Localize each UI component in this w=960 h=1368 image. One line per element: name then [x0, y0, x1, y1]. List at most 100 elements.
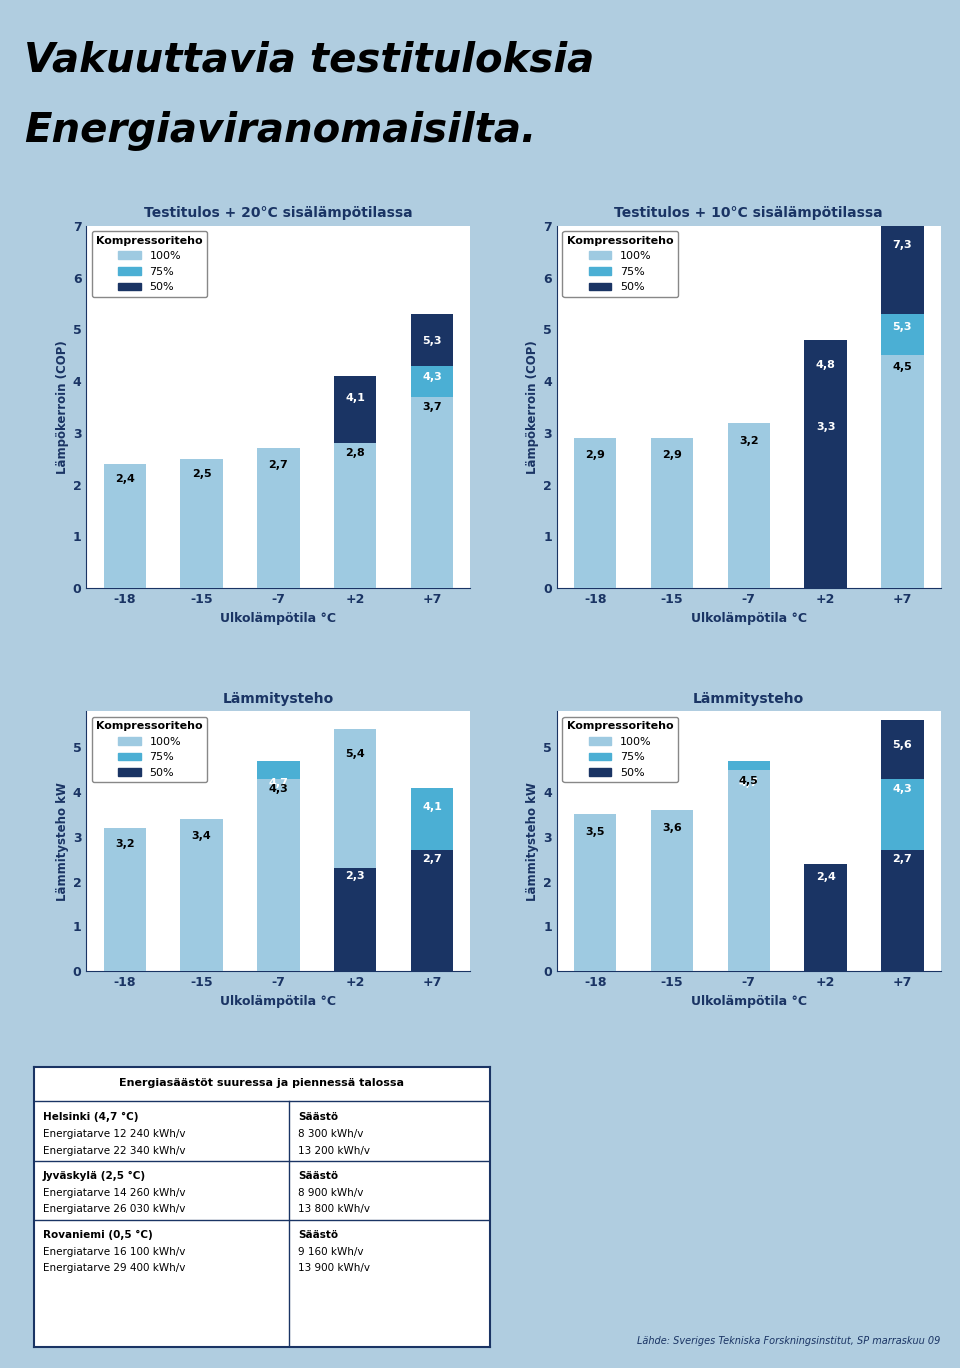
Bar	[411, 365, 453, 588]
X-axis label: Ulkolämpötila °C: Ulkolämpötila °C	[221, 995, 336, 1008]
Bar	[574, 438, 616, 588]
Text: 2,8: 2,8	[346, 447, 365, 457]
Text: 9 160 kWh/v: 9 160 kWh/v	[299, 1246, 364, 1257]
Text: Vakuuttavia testituloksia: Vakuuttavia testituloksia	[24, 41, 594, 81]
Bar	[411, 788, 453, 971]
Bar	[881, 778, 924, 971]
Text: 4,7: 4,7	[739, 777, 758, 788]
Text: 5,3: 5,3	[893, 321, 912, 332]
Text: Lähde: Sveriges Tekniska Forskningsinstitut, SP marraskuu 09: Lähde: Sveriges Tekniska Forskningsinsti…	[637, 1335, 941, 1346]
Bar	[881, 313, 924, 588]
Title: Lämmitysteho: Lämmitysteho	[693, 692, 804, 706]
Text: 5,4: 5,4	[346, 748, 365, 759]
Text: Energiatarve 26 030 kWh/v: Energiatarve 26 030 kWh/v	[42, 1204, 185, 1215]
Y-axis label: Lämmitysteho kW: Lämmitysteho kW	[526, 782, 539, 900]
Text: Jyväskylä (2,5 °C): Jyväskylä (2,5 °C)	[42, 1171, 146, 1181]
Legend: 100%, 75%, 50%: 100%, 75%, 50%	[92, 717, 207, 782]
Bar	[180, 458, 223, 588]
Text: 2,3: 2,3	[346, 871, 365, 881]
Bar	[728, 770, 770, 971]
Bar	[804, 339, 847, 588]
Text: 5,3: 5,3	[422, 335, 442, 346]
Text: 13 800 kWh/v: 13 800 kWh/v	[299, 1204, 371, 1215]
Text: 2,7: 2,7	[893, 854, 912, 865]
Bar	[574, 814, 616, 971]
Text: 4,3: 4,3	[422, 372, 442, 382]
Text: 3,3: 3,3	[816, 423, 835, 432]
Title: Testitulos + 20°C sisälämpötilassa: Testitulos + 20°C sisälämpötilassa	[144, 207, 413, 220]
Bar	[334, 869, 376, 971]
Bar	[257, 761, 300, 971]
Text: 2,4: 2,4	[115, 473, 134, 484]
Text: Energiatarve 14 260 kWh/v: Energiatarve 14 260 kWh/v	[42, 1187, 185, 1197]
Text: 2,7: 2,7	[269, 460, 288, 469]
Bar	[881, 356, 924, 588]
Text: Energiaviranomaisilta.: Energiaviranomaisilta.	[24, 111, 537, 150]
Text: 3,4: 3,4	[192, 832, 211, 841]
Legend: 100%, 75%, 50%: 100%, 75%, 50%	[563, 231, 678, 297]
Bar	[334, 376, 376, 588]
Text: 13 200 kWh/v: 13 200 kWh/v	[299, 1145, 371, 1156]
Text: 3,5: 3,5	[586, 828, 605, 837]
Text: 4,3: 4,3	[269, 784, 288, 795]
Text: 4,3: 4,3	[893, 784, 912, 795]
Bar	[804, 417, 847, 588]
Bar	[411, 851, 453, 971]
Bar	[334, 729, 376, 971]
Text: 4,5: 4,5	[739, 776, 758, 785]
Text: 3,6: 3,6	[662, 824, 682, 833]
Bar	[881, 721, 924, 971]
Text: Energiasäästöt suuressa ja piennessä talossa: Energiasäästöt suuressa ja piennessä tal…	[119, 1078, 404, 1089]
Text: 5,6: 5,6	[893, 740, 912, 751]
Bar	[180, 819, 223, 971]
Text: 7,3: 7,3	[893, 241, 912, 250]
Text: 2,7: 2,7	[422, 854, 442, 865]
Text: 3,2: 3,2	[115, 840, 134, 850]
Y-axis label: Lämmitysteho kW: Lämmitysteho kW	[56, 782, 68, 900]
Legend: 100%, 75%, 50%: 100%, 75%, 50%	[563, 717, 678, 782]
Bar	[651, 438, 693, 588]
Bar	[411, 313, 453, 588]
X-axis label: Ulkolämpötila °C: Ulkolämpötila °C	[691, 611, 806, 625]
Text: Energiatarve 12 240 kWh/v: Energiatarve 12 240 kWh/v	[42, 1129, 185, 1138]
Text: 8 900 kWh/v: 8 900 kWh/v	[299, 1187, 364, 1197]
Title: Testitulos + 10°C sisälämpötilassa: Testitulos + 10°C sisälämpötilassa	[614, 207, 883, 220]
Legend: 100%, 75%, 50%: 100%, 75%, 50%	[92, 231, 207, 297]
Text: 4,1: 4,1	[346, 393, 365, 404]
X-axis label: Ulkolämpötila °C: Ulkolämpötila °C	[221, 611, 336, 625]
Bar	[804, 863, 847, 971]
Text: 8 300 kWh/v: 8 300 kWh/v	[299, 1129, 364, 1138]
Bar	[881, 211, 924, 588]
Text: 3,2: 3,2	[739, 436, 758, 446]
Bar	[334, 443, 376, 588]
Bar	[881, 851, 924, 971]
Y-axis label: Lämpökerroin (COP): Lämpökerroin (COP)	[526, 341, 539, 473]
Text: Säästö: Säästö	[299, 1171, 338, 1181]
Bar	[728, 761, 770, 971]
Text: 2,9: 2,9	[586, 450, 605, 460]
Bar	[651, 810, 693, 971]
Text: 2,9: 2,9	[662, 450, 682, 460]
Text: 4,7: 4,7	[269, 777, 288, 788]
Text: Rovaniemi (0,5 °C): Rovaniemi (0,5 °C)	[42, 1230, 153, 1239]
Text: 3,7: 3,7	[422, 402, 442, 412]
Text: Energiatarve 29 400 kWh/v: Energiatarve 29 400 kWh/v	[42, 1264, 185, 1274]
Text: Helsinki (4,7 °C): Helsinki (4,7 °C)	[42, 1112, 138, 1122]
X-axis label: Ulkolämpötila °C: Ulkolämpötila °C	[691, 995, 806, 1008]
Y-axis label: Lämpökerroin (COP): Lämpökerroin (COP)	[56, 341, 68, 473]
Bar	[104, 828, 146, 971]
Text: 2,5: 2,5	[192, 469, 211, 479]
Text: 2,4: 2,4	[816, 873, 835, 882]
Title: Lämmitysteho: Lämmitysteho	[223, 692, 334, 706]
Text: 13 900 kWh/v: 13 900 kWh/v	[299, 1264, 371, 1274]
Text: 4,5: 4,5	[893, 363, 912, 372]
Text: Säästö: Säästö	[299, 1230, 338, 1239]
Text: Säästö: Säästö	[299, 1112, 338, 1122]
Bar	[411, 397, 453, 588]
Bar	[257, 449, 300, 588]
Bar	[257, 778, 300, 971]
Bar	[104, 464, 146, 588]
Text: Energiatarve 16 100 kWh/v: Energiatarve 16 100 kWh/v	[42, 1246, 185, 1257]
Bar	[728, 423, 770, 588]
Text: Energiatarve 22 340 kWh/v: Energiatarve 22 340 kWh/v	[42, 1145, 185, 1156]
